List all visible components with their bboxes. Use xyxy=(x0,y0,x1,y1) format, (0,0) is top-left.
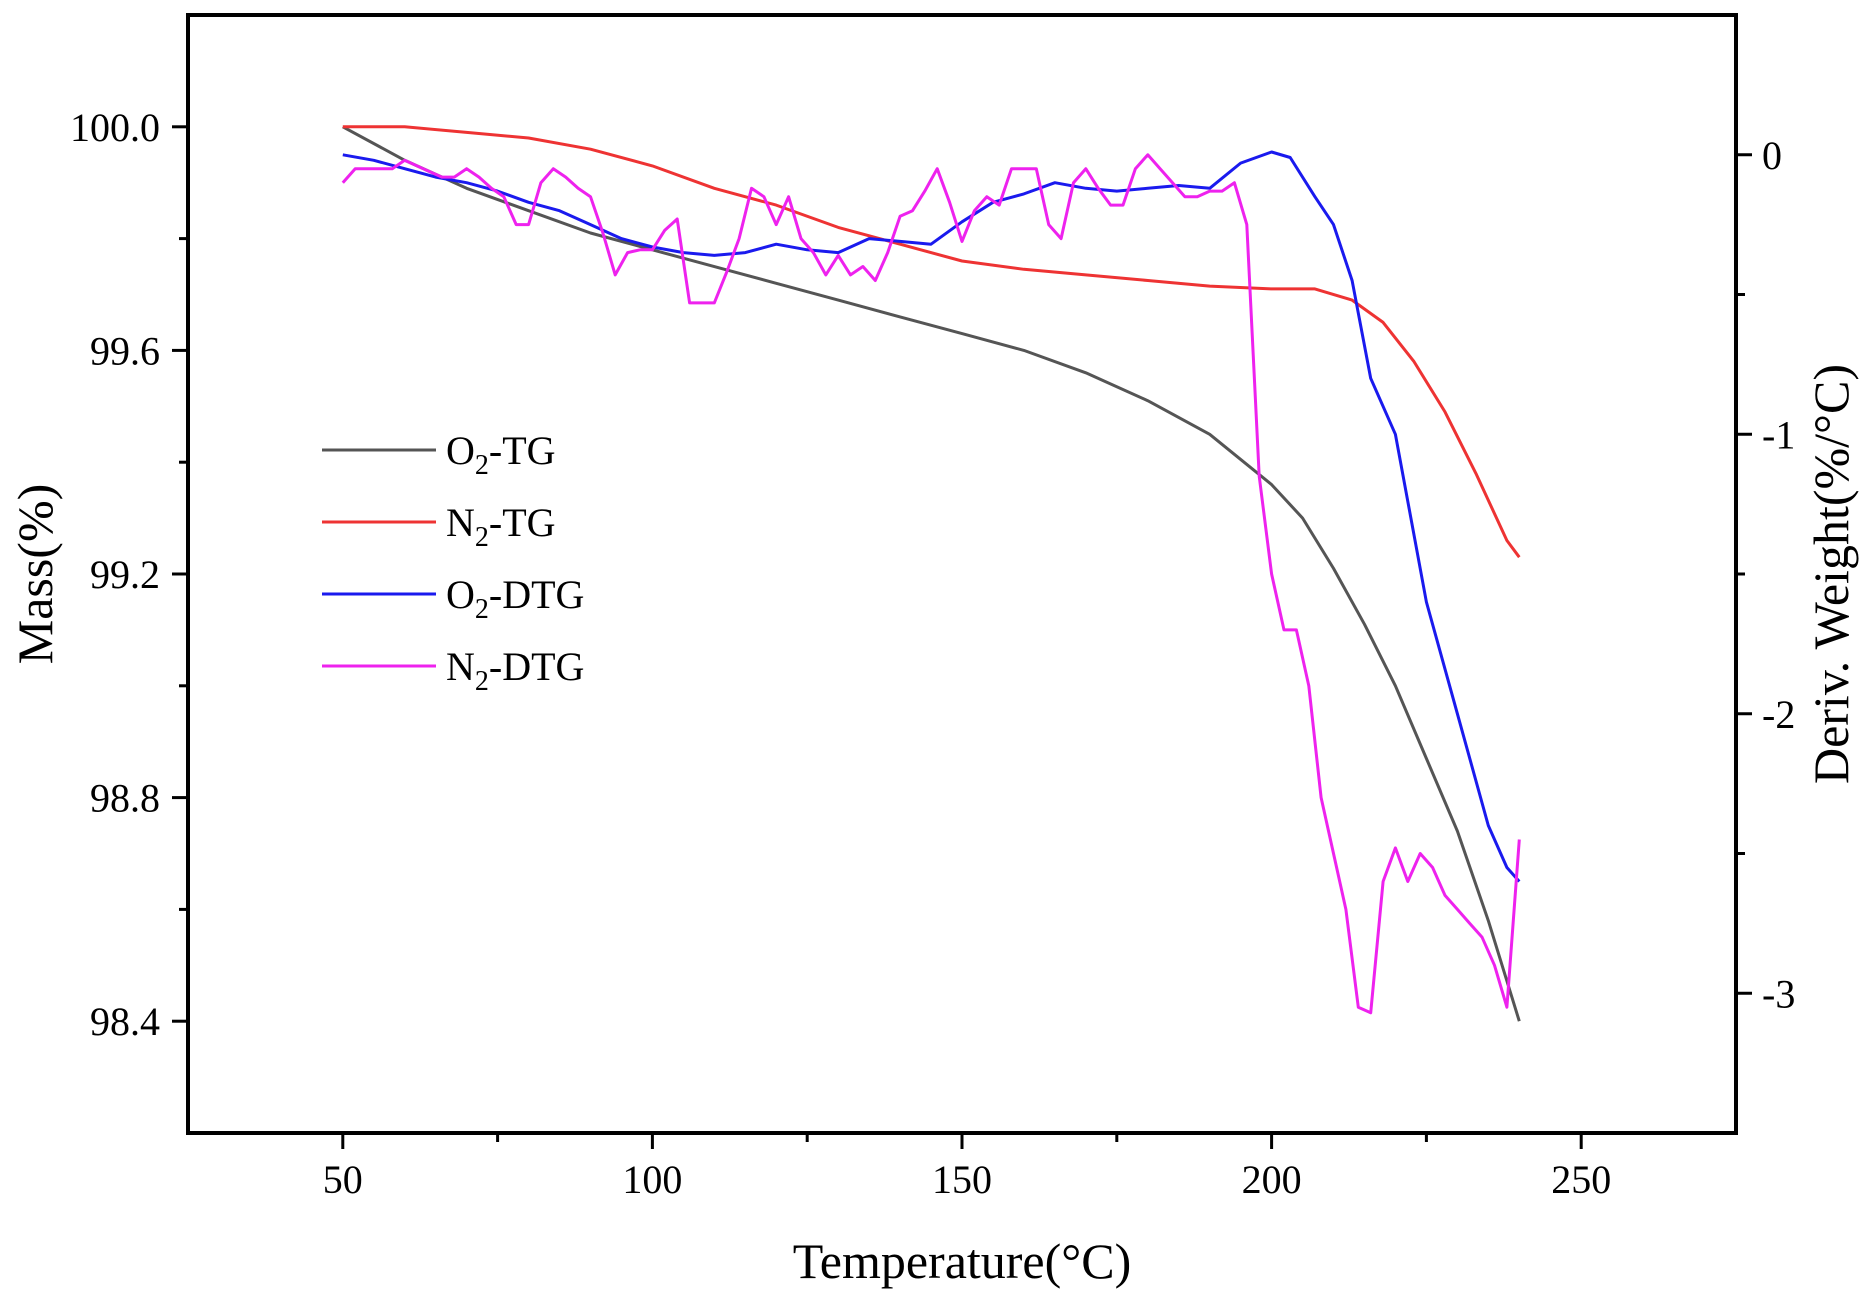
y-left-tick-label: 98.8 xyxy=(90,776,160,821)
legend: O2-TG N2-TG O2-DTG N2-DTG xyxy=(322,428,584,697)
y-left-tick-label: 99.6 xyxy=(90,328,160,373)
axes-layer: 50 100 150 200 250 98.4 98.8 99.2 99.6 100.0 -3 -2 -… xyxy=(70,105,1795,1202)
legend-label: N2-DTG xyxy=(446,644,584,697)
y-right-tick-label: -2 xyxy=(1762,692,1795,737)
x-tick-label: 250 xyxy=(1551,1157,1611,1202)
legend-item-o2-dtg: O2-DTG xyxy=(322,572,584,625)
legend-label: O2-DTG xyxy=(446,572,584,625)
y-left-tick-label: 98.4 xyxy=(90,999,160,1044)
legend-label: O2-TG xyxy=(446,428,556,481)
plot-frame xyxy=(186,13,1738,1135)
x-tick-label: 150 xyxy=(932,1157,992,1202)
legend-label: N2-TG xyxy=(446,500,556,553)
series-layer xyxy=(341,125,1521,1022)
series-line-o2-dtg xyxy=(342,150,1521,883)
legend-item-n2-tg: N2-TG xyxy=(322,500,556,553)
y-right-tick-label: -1 xyxy=(1762,412,1795,457)
y-axis-left-label: Mass(%) xyxy=(7,484,63,665)
y-right-tick-label: 0 xyxy=(1762,133,1782,178)
y-right-tick-label: -3 xyxy=(1762,971,1795,1016)
x-tick-label: 100 xyxy=(622,1157,682,1202)
x-tick-label: 200 xyxy=(1242,1157,1302,1202)
series-line-n2-tg xyxy=(342,125,1521,559)
x-tick-label: 50 xyxy=(323,1157,363,1202)
y-left-tick-label: 100.0 xyxy=(70,105,160,150)
y-left-tick-label: 99.2 xyxy=(90,552,160,597)
legend-item-n2-dtg: N2-DTG xyxy=(322,644,584,697)
x-axis-label: Temperature(°C) xyxy=(793,1233,1132,1289)
series-line-o2-tg xyxy=(342,125,1521,1022)
series-line-n2-dtg xyxy=(341,153,1521,1015)
legend-item-o2-tg: O2-TG xyxy=(322,428,556,481)
y-axis-right-label: Deriv. Weight(%/°C) xyxy=(1803,364,1859,784)
